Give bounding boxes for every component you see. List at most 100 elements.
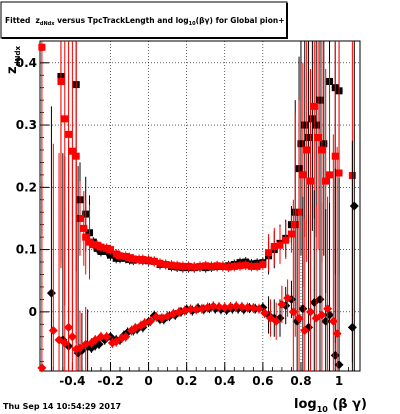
data-point (103, 244, 111, 252)
data-point (323, 304, 333, 314)
data-point (75, 343, 85, 353)
data-point (202, 262, 210, 270)
data-point (277, 299, 287, 309)
data-point (305, 134, 313, 142)
x-axis: -0.4 -0.2 0 0.2 0.4 0.6 0.8 1 (43, 362, 349, 388)
data-point (335, 169, 343, 177)
data-point (320, 140, 328, 148)
data-point (297, 140, 305, 148)
data-point (82, 233, 90, 241)
data-point (301, 121, 309, 129)
data-point (122, 252, 130, 260)
data-point (185, 304, 195, 314)
data-point (236, 262, 244, 270)
data-point (322, 177, 330, 185)
data-point (231, 301, 241, 311)
data-point (145, 316, 155, 326)
data-point (179, 262, 187, 270)
data-point (167, 261, 175, 269)
data-point (61, 115, 69, 123)
data-point (64, 322, 74, 332)
data-point (67, 332, 77, 342)
data-point (220, 302, 230, 312)
data-point (326, 171, 334, 179)
data-point (111, 337, 121, 347)
data-point (102, 332, 112, 342)
data-point (129, 255, 137, 263)
data-point (243, 302, 253, 312)
series-3 (37, 134, 342, 373)
data-point (316, 96, 324, 104)
data-point (96, 332, 106, 342)
data-point (121, 332, 131, 342)
data-point (308, 115, 316, 123)
data-point (173, 262, 181, 270)
data-point (254, 304, 264, 314)
data-point (282, 236, 290, 244)
svg-text:zdNdx: zdNdx (5, 46, 22, 74)
data-point (214, 302, 224, 312)
y-axis-label: zdNdx (5, 46, 22, 74)
data-point (310, 102, 318, 110)
data-point (139, 256, 147, 264)
x-axis-label: log10 (β γ) (294, 397, 367, 414)
x-tick-label: 1 (335, 374, 343, 388)
y-axis: 0 0.1 0.2 0.3 0.4 (16, 49, 49, 363)
data-point (294, 313, 304, 323)
data-point (60, 338, 70, 348)
data-point (314, 134, 322, 142)
data-point (248, 303, 258, 313)
data-point (80, 224, 88, 232)
data-point (331, 152, 339, 160)
data-point (106, 251, 114, 259)
y-tick-label: 0 (29, 305, 37, 319)
data-point (300, 326, 310, 336)
data-point (37, 363, 47, 373)
data-point (349, 201, 359, 211)
x-tick-label: -0.2 (97, 374, 123, 388)
data-point (288, 307, 298, 317)
data-point (191, 304, 201, 314)
x-tick-label: 0.6 (252, 374, 273, 388)
data-point (185, 262, 193, 270)
data-point (270, 242, 278, 250)
data-point (89, 241, 97, 249)
data-point (106, 246, 114, 254)
y-tick-label: 0.2 (16, 180, 37, 194)
data-point (207, 262, 215, 270)
data-point (303, 146, 311, 154)
data-point (57, 77, 65, 85)
x-tick-label: 0.8 (290, 374, 311, 388)
x-tick-label: 0 (144, 374, 152, 388)
data-point (287, 230, 295, 238)
data-point (48, 326, 58, 336)
data-point (305, 307, 315, 317)
data-point (65, 130, 73, 138)
data-point (253, 262, 261, 270)
data-point (156, 259, 164, 267)
data-point (219, 262, 227, 270)
data-point (283, 293, 293, 303)
data-point (225, 302, 235, 312)
data-point (265, 249, 273, 257)
data-point (196, 262, 204, 270)
y-tick-label: 0.4 (16, 56, 37, 70)
data-point (97, 243, 105, 251)
data-point (237, 302, 247, 312)
data-point (306, 177, 314, 185)
data-point (317, 310, 327, 320)
data-point (145, 256, 153, 264)
data-point (208, 301, 218, 311)
x-tick-label: 0.2 (176, 374, 197, 388)
data-point (213, 262, 221, 270)
data-point (93, 241, 101, 249)
data-point (271, 316, 281, 326)
data-point (116, 252, 124, 260)
data-point (318, 146, 326, 154)
data-point (230, 262, 238, 270)
data-point (247, 262, 255, 270)
data-point (150, 257, 158, 265)
data-point (190, 263, 198, 271)
chart-title: Fitted zdNdx versus TpcTrackLength and l… (5, 16, 285, 27)
